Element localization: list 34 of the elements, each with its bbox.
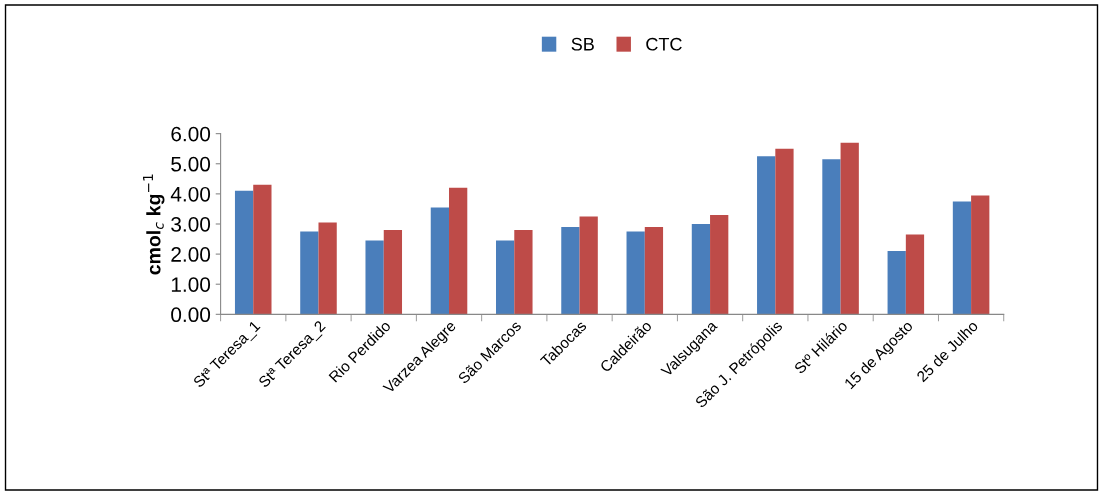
bar [496, 240, 515, 315]
y-tick-label: 6.00 [171, 126, 211, 142]
bar [710, 214, 729, 315]
bar [449, 187, 468, 315]
y-tick-label: 3.00 [171, 216, 211, 232]
y-axis-title: cmol$_{c}$ kg$^{−1}$ [143, 174, 165, 275]
legend-label: SB [571, 37, 594, 51]
bar [300, 231, 319, 315]
bar [822, 159, 841, 315]
bar [840, 142, 859, 315]
bar [644, 227, 664, 315]
bar [383, 230, 403, 315]
bar [561, 227, 580, 315]
bar [952, 201, 972, 315]
legend-label: CTC [646, 37, 682, 51]
bar [365, 240, 384, 315]
bar [514, 230, 533, 315]
bar [626, 231, 645, 315]
y-tick-label: 0.00 [171, 307, 211, 323]
bar [430, 207, 450, 315]
bar [253, 184, 272, 315]
bar [775, 148, 794, 315]
bar [887, 251, 906, 315]
y-tick-label: 1.00 [171, 277, 211, 292]
bar [691, 223, 711, 315]
bar [579, 216, 598, 315]
bar [234, 190, 254, 315]
y-tick-label: 2.00 [171, 247, 211, 262]
bar [318, 222, 337, 315]
bar [971, 195, 990, 315]
y-tick-label: 4.00 [170, 186, 211, 202]
bar [757, 156, 776, 315]
bar [905, 234, 925, 315]
y-tick-label: 5.00 [171, 156, 211, 172]
